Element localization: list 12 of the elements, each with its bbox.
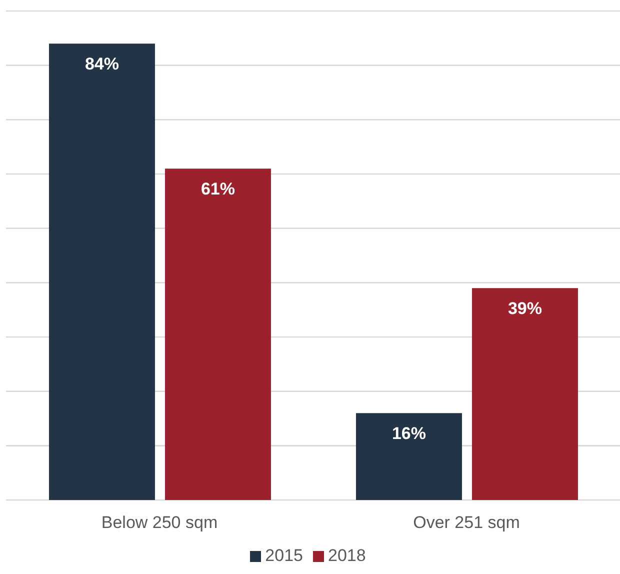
data-label: 61% <box>200 180 235 199</box>
bar <box>356 413 462 500</box>
x-tick-label: Below 250 sqm <box>101 513 218 532</box>
bar <box>48 44 155 500</box>
legend-label: 2018 <box>328 546 366 565</box>
legend-label: 2015 <box>265 546 303 565</box>
data-label: 16% <box>392 424 426 444</box>
x-tick-label: Over 251 sqm <box>413 513 520 532</box>
bar <box>472 288 578 500</box>
data-label: 39% <box>508 299 542 318</box>
data-label: 84% <box>84 54 119 74</box>
bar <box>164 168 271 500</box>
